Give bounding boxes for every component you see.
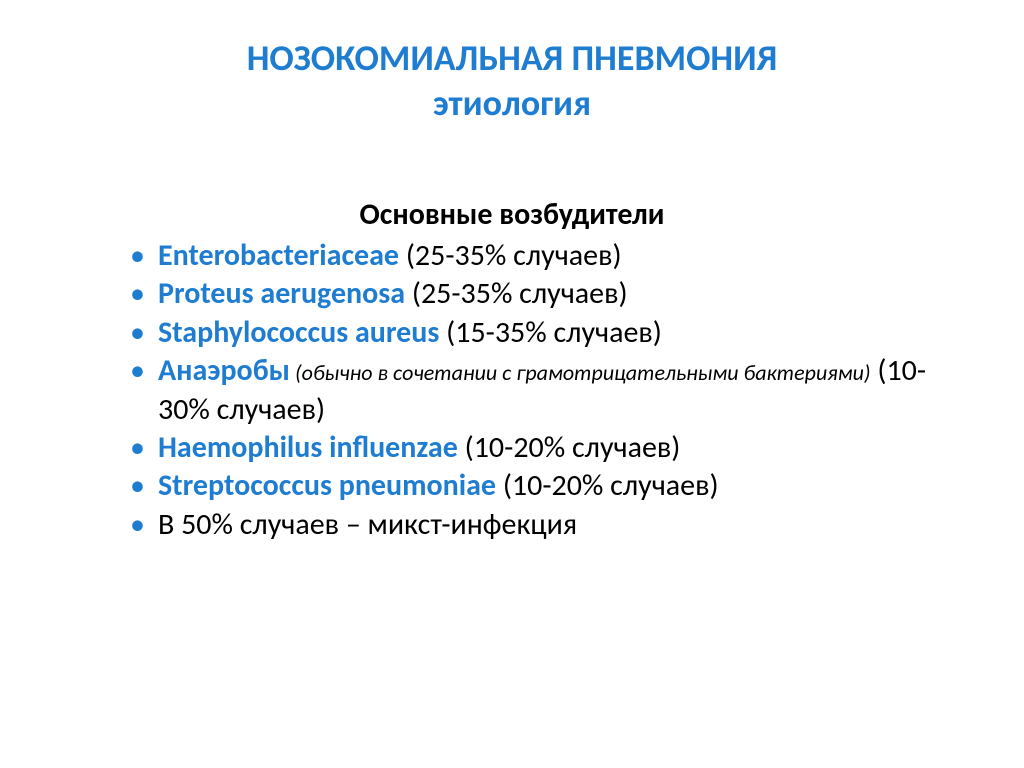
list-item: Haemophilus influenzae (10-20% случаев) xyxy=(130,429,964,467)
pathogen-suffix: (25-35% случаев) xyxy=(399,237,622,274)
pathogen-name: Proteus aerugenosa xyxy=(158,275,405,312)
slide-title: НОЗОКОМИАЛЬНАЯ ПНЕВМОНИЯ этиология xyxy=(60,30,964,126)
final-line: В 50% случаев – микст-инфекция xyxy=(158,506,577,543)
list-item: Enterobacteriaceae (25-35% случаев) xyxy=(130,237,964,275)
pathogen-suffix: (25-35% случаев) xyxy=(405,275,628,312)
pathogen-list: Enterobacteriaceae (25-35% случаев) Prot… xyxy=(60,237,964,544)
pathogen-suffix: (10-20% случаев) xyxy=(496,467,719,504)
list-item: В 50% случаев – микст-инфекция xyxy=(130,506,964,544)
list-item: Proteus aerugenosa (25-35% случаев) xyxy=(130,275,964,313)
list-item: Staphylococcus aureus (15-35% случаев) xyxy=(130,314,964,352)
subheading: Основные возбудители xyxy=(60,196,964,233)
pathogen-name: Enterobacteriaceae xyxy=(158,237,399,274)
list-item: Анаэробы (обычно в сочетании с грамотриц… xyxy=(130,352,964,429)
pathogen-name: Haemophilus influenzae xyxy=(158,429,458,466)
pathogen-suffix: (10-20% случаев) xyxy=(458,429,681,466)
title-line-1: НОЗОКОМИАЛЬНАЯ ПНЕВМОНИЯ xyxy=(60,30,964,81)
pathogen-note: (обычно в сочетании с грамотрицательными… xyxy=(290,359,871,386)
list-item: Streptococcus pneumoniae (10-20% случаев… xyxy=(130,467,964,505)
slide: НОЗОКОМИАЛЬНАЯ ПНЕВМОНИЯ этиология Основ… xyxy=(0,0,1024,768)
pathogen-name: Анаэробы xyxy=(158,352,290,389)
pathogen-suffix: (15-35% случаев) xyxy=(439,314,662,351)
pathogen-name: Streptococcus pneumoniae xyxy=(158,467,496,504)
title-line-2: этиология xyxy=(60,81,964,126)
pathogen-name: Staphylococcus aureus xyxy=(158,314,439,351)
